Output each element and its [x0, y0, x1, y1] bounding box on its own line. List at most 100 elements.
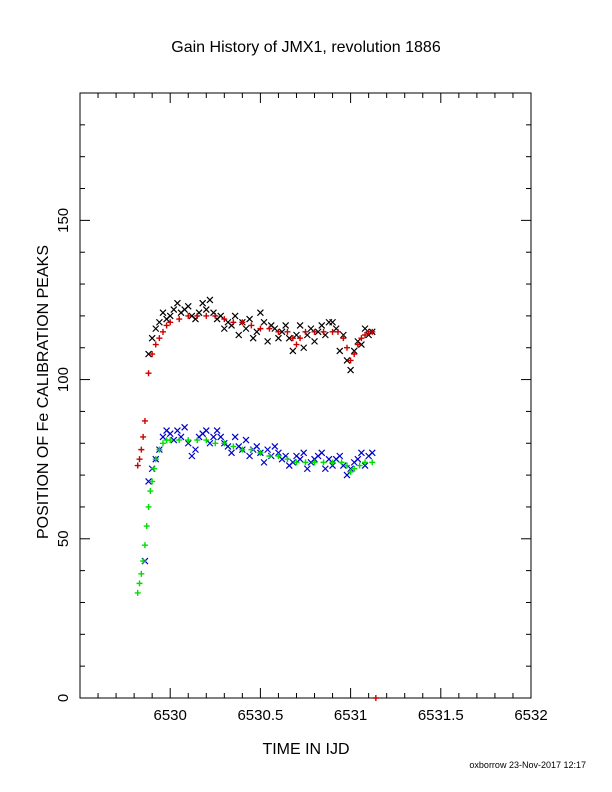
data-point	[206, 296, 214, 304]
data-point	[138, 570, 145, 577]
data-point	[329, 459, 336, 466]
data-point	[221, 316, 228, 323]
data-point	[329, 318, 336, 326]
data-point	[340, 335, 347, 342]
data-point	[221, 440, 228, 447]
data-point	[314, 328, 322, 336]
data-point	[275, 453, 282, 459]
data-point	[231, 433, 239, 441]
data-point	[356, 462, 363, 469]
data-point	[202, 306, 210, 313]
y-tick-label: 100	[55, 367, 72, 392]
data-point	[293, 459, 300, 466]
data-point	[145, 503, 152, 510]
data-point	[338, 459, 345, 466]
data-point	[248, 446, 255, 453]
data-point	[159, 440, 166, 447]
data-point	[368, 449, 376, 457]
data-point	[347, 357, 354, 364]
data-point	[329, 328, 336, 335]
data-point	[357, 341, 365, 348]
data-point	[361, 462, 369, 469]
data-point	[271, 325, 279, 333]
data-point	[347, 465, 355, 473]
data-point	[257, 325, 264, 332]
data-point	[311, 459, 318, 466]
data-point	[343, 357, 351, 364]
data-point	[145, 370, 152, 377]
data-point	[343, 344, 350, 351]
data-point	[210, 433, 217, 441]
y-tick-label: 0	[55, 694, 72, 702]
data-point	[257, 449, 264, 456]
data-point	[170, 436, 178, 444]
x-tick-label: 6531.5	[418, 707, 464, 724]
data-point	[325, 455, 333, 463]
data-point	[289, 335, 296, 342]
data-point	[203, 312, 210, 319]
data-point	[246, 452, 254, 460]
data-point	[275, 328, 282, 335]
data-point	[152, 341, 159, 348]
data-point	[249, 334, 257, 342]
data-point	[336, 347, 344, 355]
data-point	[239, 446, 246, 453]
data-point	[248, 322, 255, 329]
data-point	[184, 439, 192, 447]
data-point	[289, 347, 297, 355]
data-point	[167, 437, 174, 444]
data-point	[266, 453, 273, 459]
data-point	[185, 437, 192, 444]
data-point	[302, 328, 309, 335]
data-point	[260, 458, 268, 466]
data-point	[320, 328, 327, 335]
data-point	[203, 437, 210, 444]
data-point	[235, 331, 243, 339]
data-point	[239, 319, 246, 326]
data-point	[300, 449, 308, 457]
data-point	[134, 462, 141, 469]
data-point	[155, 318, 163, 326]
data-point	[143, 523, 150, 530]
data-point	[145, 350, 152, 358]
data-point	[318, 322, 326, 329]
data-point	[170, 306, 178, 313]
data-point	[230, 443, 237, 450]
data-point	[242, 436, 250, 444]
data-point	[176, 316, 183, 323]
x-tick-label: 6530.5	[237, 707, 283, 724]
data-point	[167, 319, 174, 326]
data-point	[152, 325, 160, 333]
data-point	[358, 335, 365, 342]
data-point	[173, 299, 181, 307]
data-point	[266, 325, 273, 332]
data-point	[350, 347, 358, 355]
data-point	[347, 366, 355, 374]
data-point	[173, 427, 181, 434]
data-point	[329, 462, 336, 469]
data-points	[134, 296, 379, 701]
data-point	[278, 328, 286, 336]
data-point	[230, 319, 237, 326]
data-point	[156, 446, 163, 453]
x-tick-label: 6532	[514, 707, 547, 724]
data-point	[369, 328, 376, 335]
data-point	[140, 558, 147, 565]
data-point	[213, 427, 221, 434]
data-point	[246, 315, 254, 323]
data-point	[354, 341, 361, 348]
data-point	[275, 449, 282, 457]
data-point	[369, 459, 376, 466]
data-point	[289, 458, 297, 466]
series-3	[134, 437, 376, 596]
data-point	[159, 433, 167, 441]
data-point	[357, 449, 365, 457]
data-point	[150, 465, 157, 472]
x-tick-label: 6530	[154, 707, 187, 724]
data-point	[145, 478, 152, 485]
data-point	[134, 589, 141, 596]
data-point	[220, 325, 228, 333]
series-0	[145, 296, 376, 374]
data-point	[293, 331, 300, 339]
data-point	[185, 312, 192, 319]
